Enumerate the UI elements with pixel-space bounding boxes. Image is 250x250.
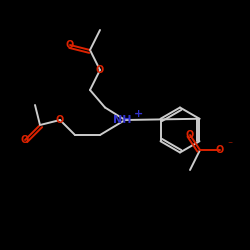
Text: O: O: [21, 135, 29, 145]
Text: O: O: [216, 145, 224, 155]
Text: O: O: [96, 65, 104, 75]
Text: +: +: [134, 109, 143, 119]
Text: O: O: [186, 130, 194, 140]
Text: O: O: [56, 115, 64, 125]
Text: ⁻: ⁻: [228, 140, 232, 150]
Text: NH: NH: [113, 115, 132, 125]
Text: O: O: [66, 40, 74, 50]
